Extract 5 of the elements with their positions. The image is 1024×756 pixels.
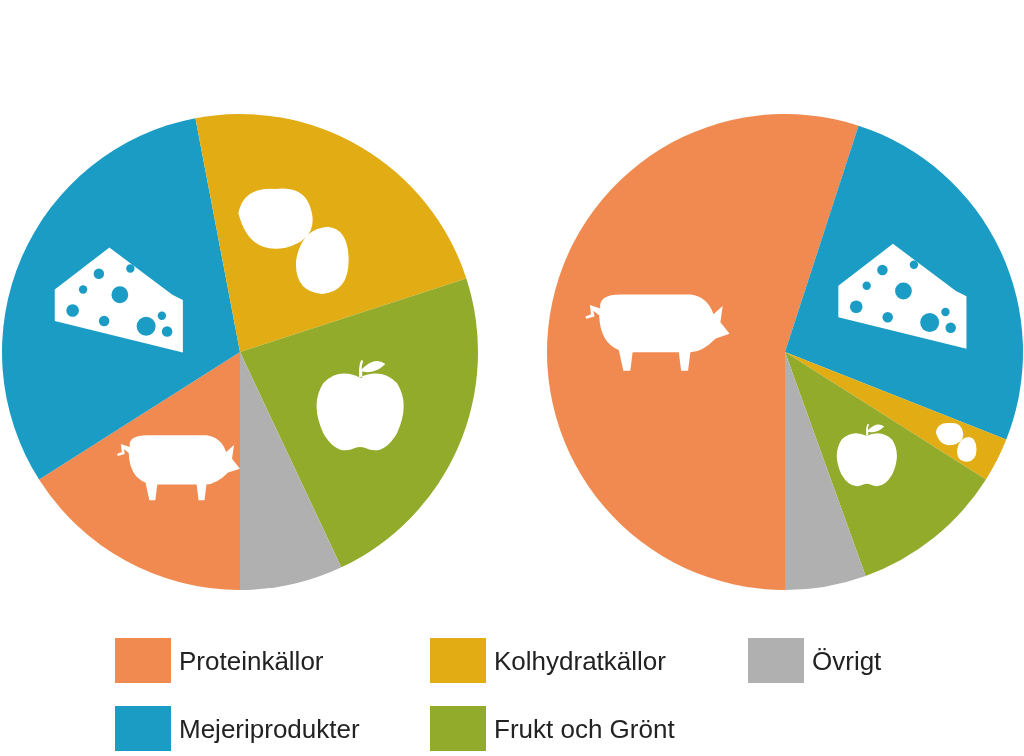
legend-label: Proteinkällor (179, 646, 324, 676)
legend-label: Frukt och Grönt (494, 714, 676, 744)
legend-label: Kolhydratkällor (494, 646, 667, 676)
legend-label: Mejeriprodukter (179, 714, 360, 744)
legend-label: Övrigt (812, 646, 883, 676)
